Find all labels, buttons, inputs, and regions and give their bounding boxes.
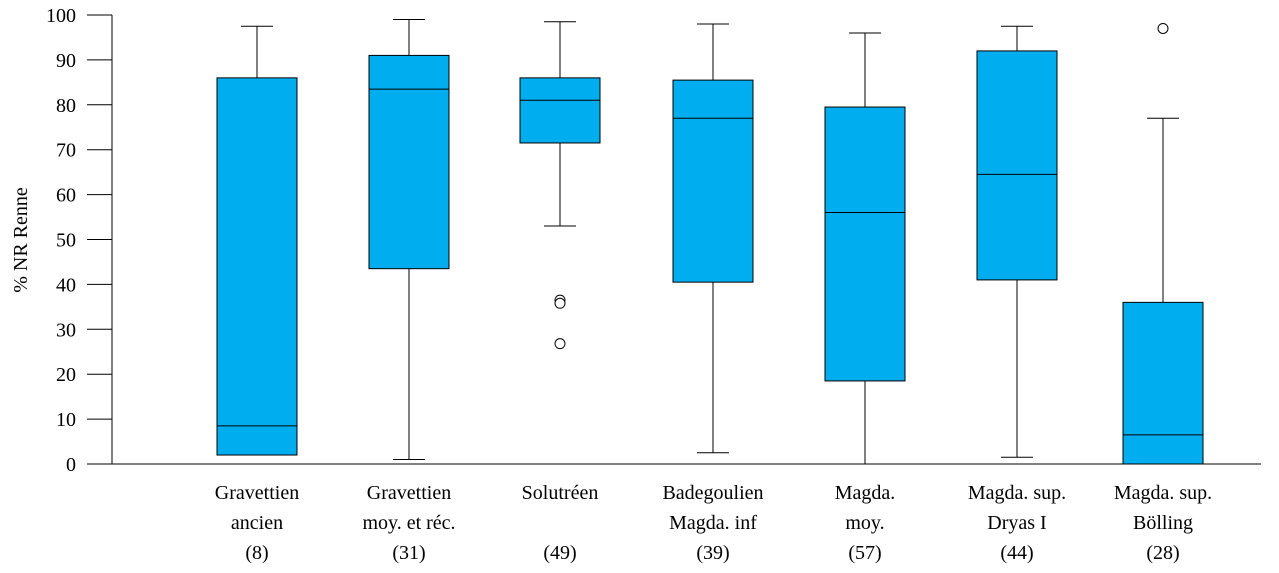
- category-label: moy. et réc.: [362, 512, 455, 534]
- outlier-point: [554, 338, 566, 350]
- iqr-box: [1122, 301, 1204, 465]
- category-count-label: (49): [543, 542, 576, 564]
- category-count-label: (31): [392, 542, 425, 564]
- category-label: ancien: [231, 512, 283, 534]
- category-label: Badegoulien: [662, 482, 763, 504]
- iqr-box: [216, 77, 298, 456]
- category-count-label: (39): [696, 542, 729, 564]
- outlier-point: [1157, 22, 1169, 34]
- category-label: Gravettien: [215, 482, 299, 504]
- category-label: Gravettien: [367, 482, 451, 504]
- y-tick-label: 30: [56, 319, 76, 341]
- iqr-box: [519, 77, 601, 144]
- category-label: Solutréen: [522, 482, 599, 504]
- y-tick-label: 50: [56, 230, 76, 252]
- boxes: [216, 18, 1204, 465]
- category-count-label: (57): [848, 542, 881, 564]
- category-count-label: (44): [1000, 542, 1033, 564]
- y-tick-label: 10: [56, 409, 76, 431]
- y-tick-label: 60: [56, 185, 76, 207]
- category-label: Bölling: [1133, 512, 1193, 534]
- axes: 0 10 20 30 40 50 60 70 80 90 100: [46, 5, 1261, 476]
- category-label: Magda.: [835, 482, 896, 504]
- category-label: moy.: [845, 512, 884, 534]
- y-tick-label: 100: [46, 5, 76, 27]
- outlier-point: [554, 297, 566, 309]
- iqr-box: [824, 106, 906, 382]
- iqr-box: [368, 54, 450, 270]
- category-count-label: (8): [245, 542, 268, 564]
- category-label: Dryas I: [987, 512, 1046, 534]
- category-label: Magda. sup.: [968, 482, 1066, 504]
- box-group: [368, 18, 450, 461]
- category-count-label: (28): [1146, 542, 1179, 564]
- iqr-box: [672, 79, 754, 283]
- category-label: Magda. sup.: [1114, 482, 1212, 504]
- box-group: [976, 25, 1058, 458]
- y-axis-title: % NR Renne: [10, 187, 32, 293]
- box-group: [519, 21, 601, 350]
- y-tick-label: 70: [56, 140, 76, 162]
- category-label: Magda. inf: [669, 512, 757, 534]
- y-tick-label: 40: [56, 274, 76, 296]
- box-group: [216, 25, 298, 456]
- y-tick-label: 90: [56, 50, 76, 72]
- box-group: [1122, 22, 1204, 465]
- y-tick-label: 0: [66, 454, 76, 476]
- y-tick-label: 80: [56, 95, 76, 117]
- box-group: [824, 32, 906, 464]
- category-labels: Gravettien ancien (8) Gravettien moy. et réc…: [215, 482, 1212, 564]
- iqr-box: [976, 50, 1058, 281]
- box-group: [672, 23, 754, 454]
- y-tick-label: 20: [56, 364, 76, 386]
